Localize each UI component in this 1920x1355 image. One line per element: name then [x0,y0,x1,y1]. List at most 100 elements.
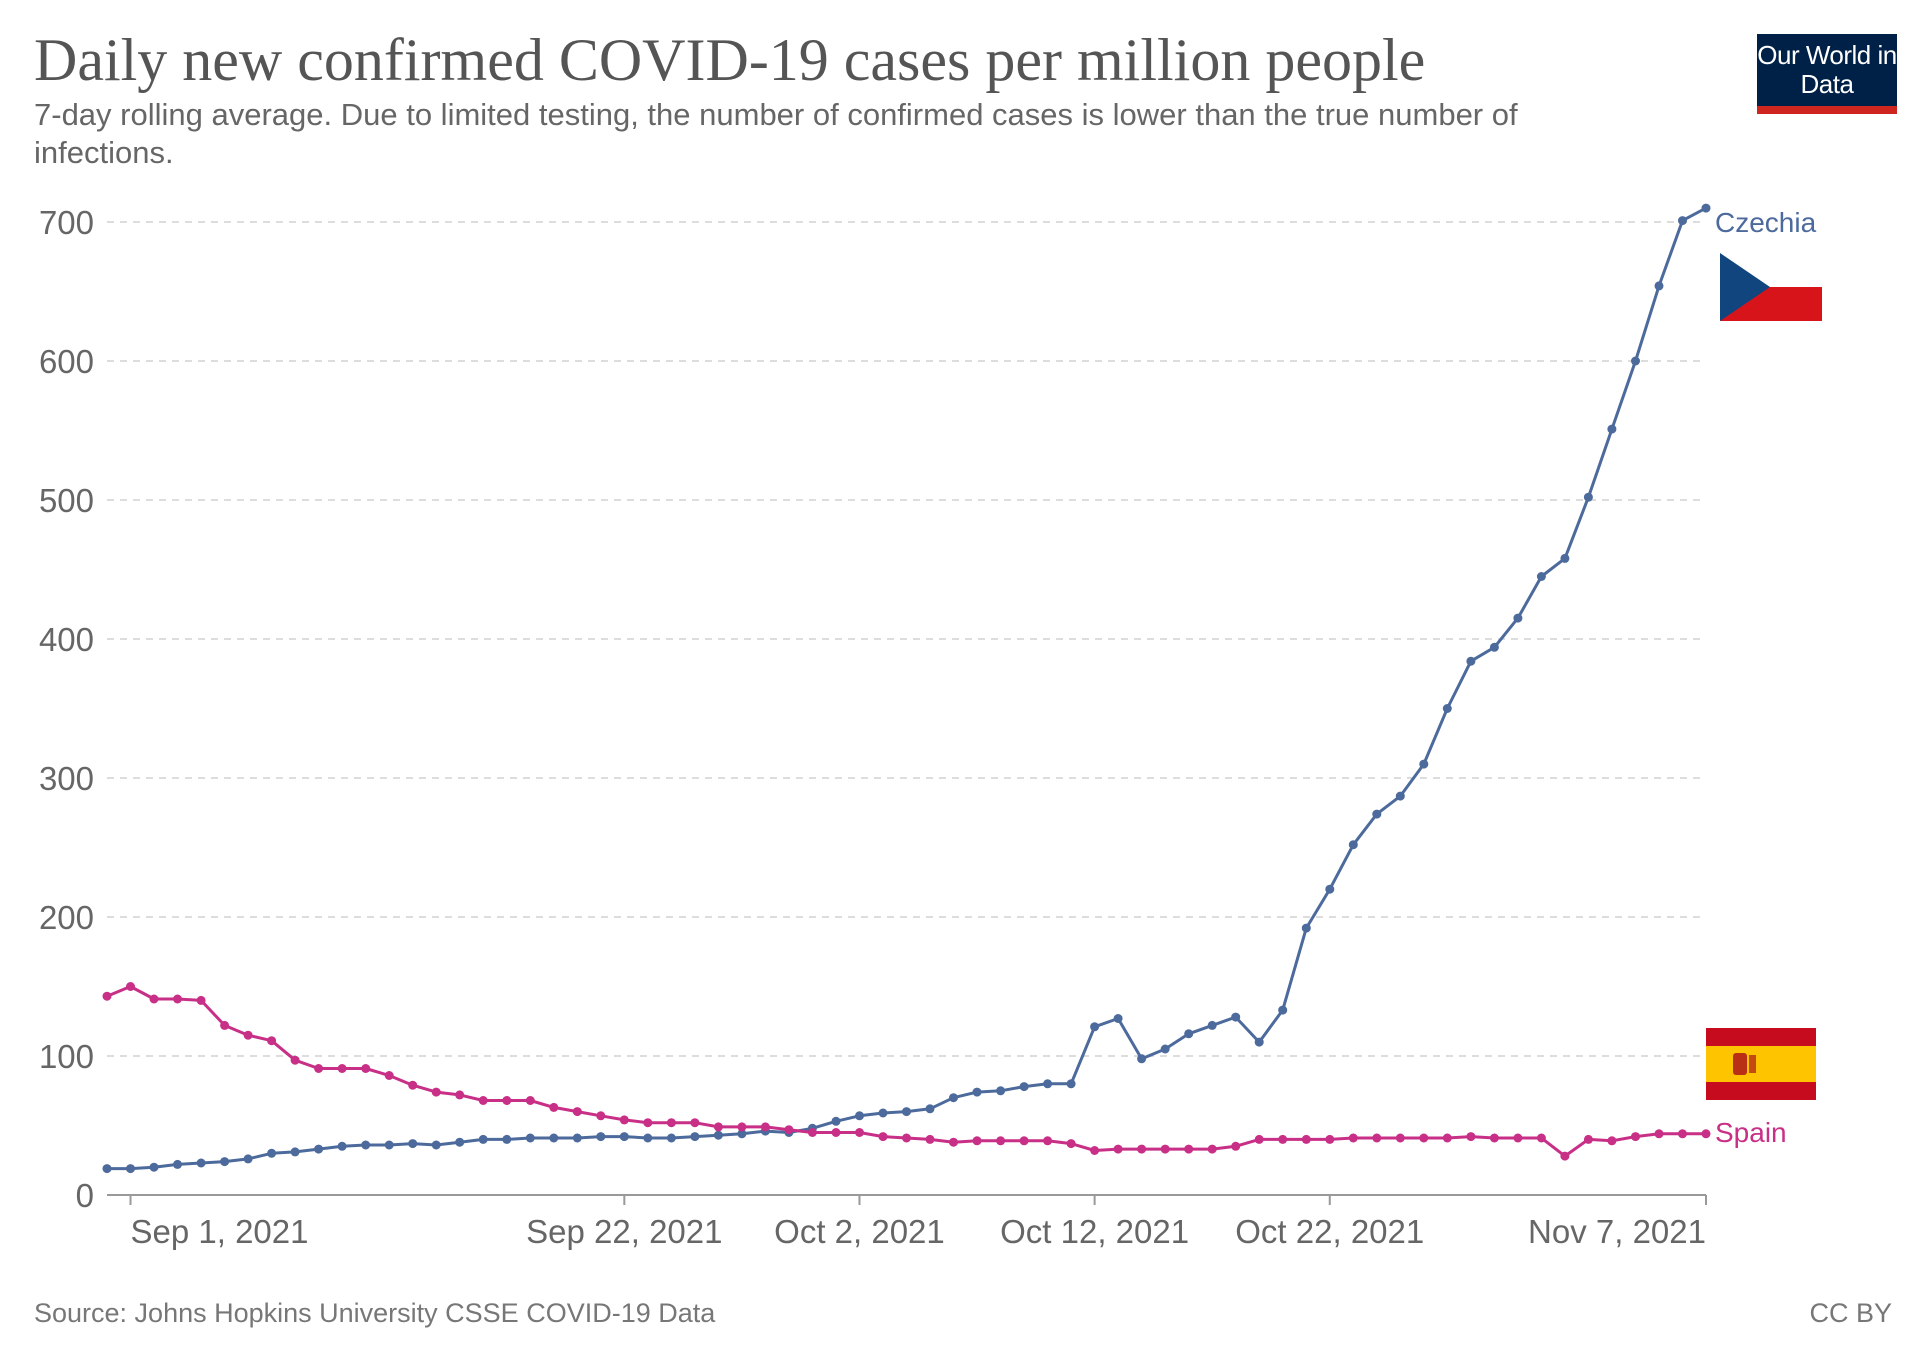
data-point-czechia [1419,759,1429,769]
data-point-czechia [1207,1020,1217,1030]
data-point-czechia [1325,884,1335,894]
data-point-czechia [220,1157,230,1167]
data-point-czechia [102,1164,112,1174]
data-point-spain [243,1030,253,1040]
data-point-czechia [1301,923,1311,933]
series-line-czechia [107,206,1707,1171]
data-point-spain [1489,1133,1499,1143]
series-line-spain [106,985,1706,1158]
x-tick-label: Oct 22, 2021 [1235,1213,1424,1250]
data-point-czechia [1631,356,1640,366]
chart-title: Daily new confirmed COVID-19 cases per m… [34,27,1426,93]
data-point-spain [408,1080,418,1090]
data-point-spain [1207,1144,1217,1154]
data-point-spain [1395,1133,1405,1143]
data-point-spain [1231,1141,1241,1151]
data-point-spain [478,1096,488,1105]
data-point-czechia [384,1140,394,1150]
data-point-spain [102,991,112,1001]
y-tick-label: 300 [39,760,94,797]
x-tick-label: Oct 12, 2021 [1000,1213,1189,1250]
data-point-spain [455,1090,465,1100]
data-point-czechia [1160,1044,1170,1054]
y-tick-label: 500 [39,482,94,519]
y-tick-label: 0 [76,1177,94,1214]
data-point-spain [149,994,159,1004]
license-link[interactable]: CC BY [1809,1298,1892,1328]
data-point-czechia [431,1140,441,1150]
data-point-czechia [173,1159,182,1169]
data-point-czechia [1019,1082,1029,1092]
data-point-spain [996,1136,1006,1146]
data-point-czechia [1607,424,1617,434]
data-point-czechia [1231,1012,1241,1022]
data-point-spain [337,1064,347,1073]
data-point-spain [1137,1144,1147,1154]
y-tick-label: 200 [39,899,94,936]
data-point-czechia [619,1132,629,1142]
owid-logo[interactable]: Our World in Data [1757,34,1897,114]
data-point-spain [784,1125,794,1135]
data-point-czechia [925,1104,935,1114]
gridlines [107,221,1706,1057]
data-point-spain [902,1133,911,1143]
data-point-czechia [502,1134,512,1144]
data-point-czechia [549,1133,559,1143]
data-point-czechia [525,1133,535,1143]
data-point-czechia [267,1148,277,1158]
data-point-czechia [831,1116,841,1126]
data-point-spain [196,995,206,1005]
data-point-czechia [149,1162,159,1172]
data-point-spain [1184,1144,1194,1154]
data-point-czechia [290,1147,300,1157]
data-point-spain [1325,1134,1335,1144]
data-point-czechia [1348,840,1358,850]
data-point-czechia [1090,1022,1100,1032]
data-point-spain [267,1036,277,1046]
y-tick-label: 400 [39,621,94,658]
data-point-spain [596,1111,606,1121]
series-label-czechia: Czechia [1715,207,1817,238]
source-note: Source: Johns Hopkins University CSSE CO… [34,1298,716,1328]
data-point-czechia [126,1164,135,1174]
data-point-czechia [1701,203,1711,213]
data-point-spain [1631,1132,1640,1142]
data-point-czechia [1442,704,1452,713]
data-point-spain [690,1118,700,1128]
data-point-czechia [1372,809,1382,819]
data-point-spain [1583,1134,1593,1144]
data-point-czechia [1678,216,1687,226]
data-point-czechia [1654,281,1664,291]
data-point-spain [572,1107,582,1117]
data-point-czechia [1066,1079,1076,1089]
data-point-spain [1043,1136,1053,1146]
data-point-spain [949,1137,958,1147]
data-point-spain [1019,1136,1029,1146]
data-point-czechia [596,1132,606,1142]
series [102,203,1711,1174]
chart-subtitle: 7-day rolling average. Due to limited te… [34,97,1518,170]
data-point-czechia [1513,613,1523,623]
data-point-spain [1113,1144,1123,1154]
data-point-spain [361,1064,371,1073]
data-point-spain [1090,1146,1100,1155]
data-point-czechia [1043,1079,1053,1089]
data-point-czechia [572,1133,582,1143]
data-point-spain [760,1122,770,1132]
data-point-spain [878,1132,888,1142]
data-point-spain [384,1071,394,1080]
data-point-spain [1607,1136,1617,1146]
data-point-spain [831,1128,841,1137]
data-point-czechia [1278,1005,1288,1015]
data-point-czechia [1184,1029,1194,1039]
data-point-czechia [1489,642,1499,652]
data-point-czechia [643,1133,653,1143]
x-tick-label: Sep 22, 2021 [526,1213,722,1250]
data-point-spain [173,994,182,1004]
data-point-spain [220,1020,230,1030]
data-point-czechia [690,1132,700,1142]
data-point-czechia [337,1141,347,1151]
czechia-flag-icon [1720,253,1822,321]
x-tick-label: Sep 1, 2021 [131,1213,309,1250]
x-tick-label: Oct 2, 2021 [774,1213,945,1250]
